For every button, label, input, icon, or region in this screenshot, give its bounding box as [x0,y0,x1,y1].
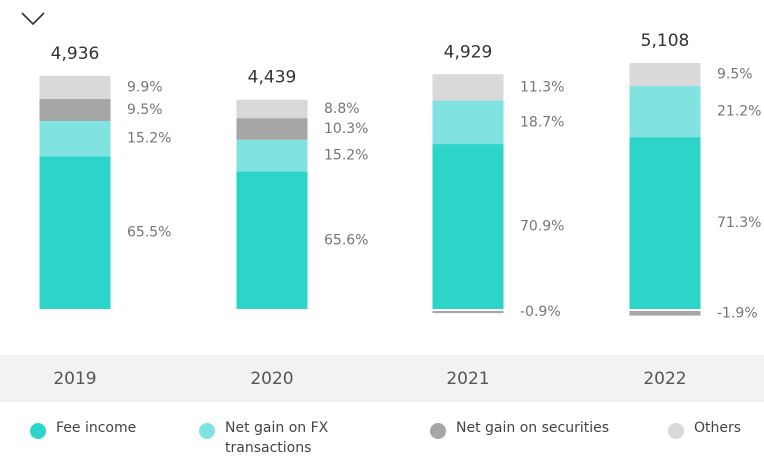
data-label: 65.5% [127,225,171,241]
total-label: 4,439 [248,68,297,88]
data-label: 15.2% [127,131,171,147]
legend-label: Others [694,420,742,436]
x-tick-label: 2019 [53,369,96,389]
total-label: 5,108 [641,31,690,51]
x-tick-label: 2022 [643,369,686,389]
data-label: 9.5% [717,67,753,83]
bar-segment [39,156,111,309]
bar-segment [629,63,701,86]
bar-segment [39,75,111,99]
bar-segment [236,171,308,309]
data-label: 11.3% [520,79,564,95]
legend-item: Fee income [30,418,170,439]
bar-segment [432,74,504,101]
bar-segment [236,99,308,119]
legend-swatch [30,423,46,439]
data-label: 8.8% [324,101,360,117]
bar-segment [39,120,111,157]
data-label: 9.9% [127,79,163,95]
total-label: 4,936 [51,44,100,64]
data-label: -1.9% [717,305,758,321]
x-tick-label: 2021 [446,369,489,389]
legend-label: Net gain on securities [456,420,610,436]
bar-segment [39,98,111,121]
chevron[interactable] [21,12,45,26]
data-label: 18.7% [520,114,564,130]
legend-item: Net gain on FX transactions [199,418,339,458]
bar-segment [432,144,504,309]
bar-segment [629,311,701,316]
legend-swatch [199,423,215,439]
legend-swatch [668,423,684,439]
legend-item: Net gain on securities [430,418,630,439]
legend: Fee income Net gain on FX transactions Net… [0,418,764,458]
bar-segment [629,137,701,309]
total-label: 4,929 [444,42,493,62]
bar-segment [629,85,701,138]
data-label: 9.5% [127,102,163,118]
bar-segment [432,311,504,314]
legend-item: Others [668,418,758,439]
data-label: 15.2% [324,148,368,164]
legend-label: Net gain on FX transactions [225,420,329,456]
data-label: 21.2% [717,104,761,120]
data-label: 71.3% [717,215,761,231]
x-tick-label: 2020 [250,369,293,389]
bar-segment [236,118,308,140]
chart-svg: 65.5% 15.2% 9.5% 9.9% 4,936 2019 65.6% 15.2% 10.… [0,12,764,402]
data-label: 10.3% [324,121,368,137]
bar-segment [432,100,504,145]
data-label: -0.9% [520,304,561,320]
legend-label: Fee income [56,420,137,436]
year-band [0,355,764,402]
data-label: 65.6% [324,232,368,248]
data-label: 70.9% [520,219,564,235]
legend-swatch [430,423,446,439]
bar-segment [236,139,308,172]
